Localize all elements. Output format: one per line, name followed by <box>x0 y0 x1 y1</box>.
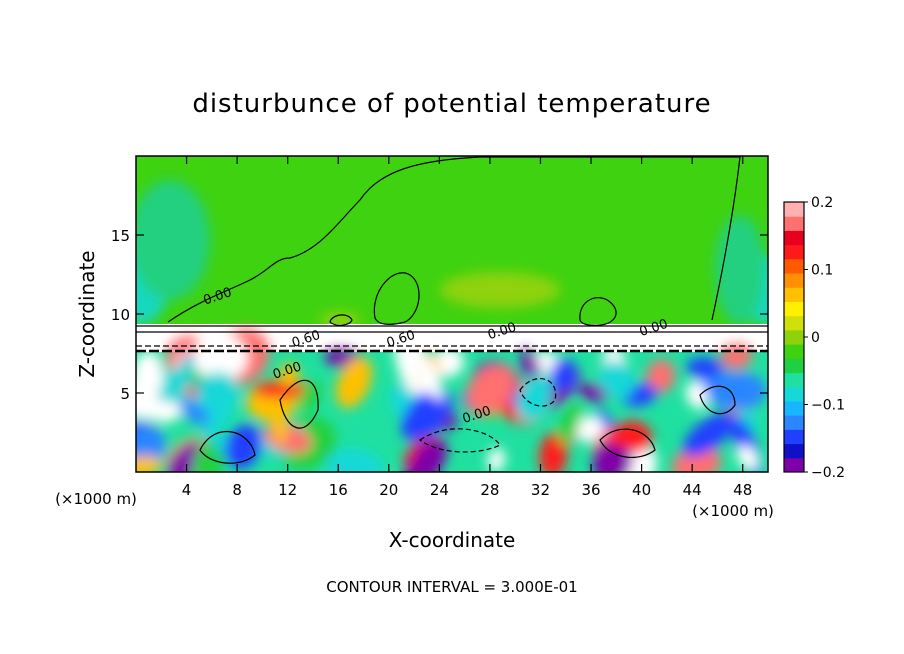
x-axis: 4 8 12 16 20 24 28 32 36 40 44 48 <box>182 156 752 499</box>
colorbar-tick-label: 0.2 <box>811 195 833 211</box>
turbulence-blob <box>136 455 163 472</box>
closed-contour-right <box>579 297 617 326</box>
turbulence-blob <box>136 350 164 403</box>
turbulence-blob <box>682 412 735 457</box>
colorbar: 0.2 0.1 0 −0.1 −0.2 <box>783 195 845 481</box>
colorbar-swatch <box>784 244 804 260</box>
x-tick-label: 24 <box>430 481 449 499</box>
colorbar-swatch <box>784 443 804 459</box>
colorbar-swatch <box>784 202 804 217</box>
lower-contour-4 <box>519 378 557 407</box>
turbulence-blob <box>279 363 299 387</box>
y-tick-label: 10 <box>111 306 130 324</box>
colorbar-swatch <box>784 415 804 430</box>
y-axis-label: Z-coordinate <box>75 250 99 377</box>
x-axis-unit-right: (×1000 m) <box>692 502 774 520</box>
colorbar-tick-label: 0.1 <box>811 263 833 279</box>
colorbar-swatch <box>784 386 804 402</box>
turbulence-blob <box>465 364 517 416</box>
turbulence-blob <box>550 358 578 392</box>
turbulence-blob <box>672 445 721 472</box>
lower-contour-5 <box>279 379 319 429</box>
zero-contour-upper <box>167 156 741 323</box>
turbulence-blob <box>608 421 650 449</box>
y-tick-label: 15 <box>111 227 130 245</box>
chart-title: disturbunce of potential temperature <box>192 89 711 119</box>
turbulence-blob <box>574 415 604 443</box>
contour-interval: CONTOUR INTERVAL = 3.000E-01 <box>326 578 577 596</box>
colorbar-swatch <box>784 216 804 231</box>
turbulence-blob <box>179 400 210 425</box>
colorbar-swatch <box>784 429 804 445</box>
colorbar-swatch <box>784 287 804 302</box>
lower-contour-6 <box>699 385 736 415</box>
upper-field <box>136 156 768 336</box>
field-group <box>136 156 768 472</box>
turbulence-blobs <box>136 328 767 472</box>
colorbar-swatch <box>784 273 804 288</box>
colorbar-swatch <box>784 230 804 246</box>
colorbar-swatch <box>784 315 804 331</box>
turbulence-blob <box>516 374 553 422</box>
turbulence-blob <box>193 334 248 381</box>
x-tick-label: 48 <box>733 481 752 499</box>
colorbar-swatch <box>784 258 804 274</box>
turbulence-blob <box>270 396 288 445</box>
turbulence-blob <box>598 360 635 399</box>
colorbar-swatch <box>784 329 804 345</box>
colorbar-swatch <box>784 457 804 473</box>
turbulence-blob <box>252 381 311 399</box>
lower-contour-2 <box>199 431 256 464</box>
lower-contour-1 <box>418 428 501 453</box>
colorbar-tick-label: 0 <box>811 330 820 346</box>
turbulence-blob <box>646 359 676 394</box>
turbulence-blob <box>704 371 767 410</box>
x-tick-label: 36 <box>581 481 600 499</box>
y-axis: 5 10 15 <box>111 227 768 403</box>
turbulence-blob <box>487 448 505 472</box>
turbulence-blob <box>336 356 373 409</box>
turbulence-blob <box>197 371 240 415</box>
x-tick-label: 32 <box>531 481 550 499</box>
colorbar-swatch <box>784 372 804 388</box>
turbulence-blob <box>136 425 166 466</box>
colorbar-tick-label: −0.2 <box>811 465 845 481</box>
x-tick-label: 8 <box>232 481 242 499</box>
turbulence-blob <box>418 392 447 421</box>
colorbar-tick-label: −0.1 <box>811 398 845 414</box>
turbulence-blob <box>686 357 724 379</box>
light-patch-1 <box>440 272 560 308</box>
colorbar-swatch <box>784 400 804 416</box>
closed-contour-small <box>329 314 353 326</box>
closed-contour-left <box>373 272 420 325</box>
colorbar-swatch <box>784 344 804 359</box>
x-tick-label: 44 <box>683 481 702 499</box>
turbulence-blob <box>592 438 633 472</box>
x-tick-label: 16 <box>329 481 348 499</box>
x-tick-label: 40 <box>632 481 651 499</box>
teal-patch-left <box>136 180 210 300</box>
colorbar-swatch <box>784 358 804 374</box>
x-tick-label: 28 <box>480 481 499 499</box>
x-tick-label: 12 <box>278 481 297 499</box>
x-axis-unit-left: (×1000 m) <box>55 490 137 508</box>
turbulence-blob <box>558 403 582 445</box>
contour-lines <box>136 156 768 464</box>
turbulence-blob <box>326 448 385 472</box>
y-tick-label: 5 <box>120 385 130 403</box>
x-tick-label: 20 <box>379 481 398 499</box>
x-axis-label: X-coordinate <box>389 528 516 552</box>
colorbar-swatch <box>784 301 804 317</box>
turbulence-blob <box>224 424 263 469</box>
turbulence-blob <box>521 347 540 384</box>
x-tick-label: 4 <box>182 481 192 499</box>
lower-contour-3 <box>599 428 656 458</box>
